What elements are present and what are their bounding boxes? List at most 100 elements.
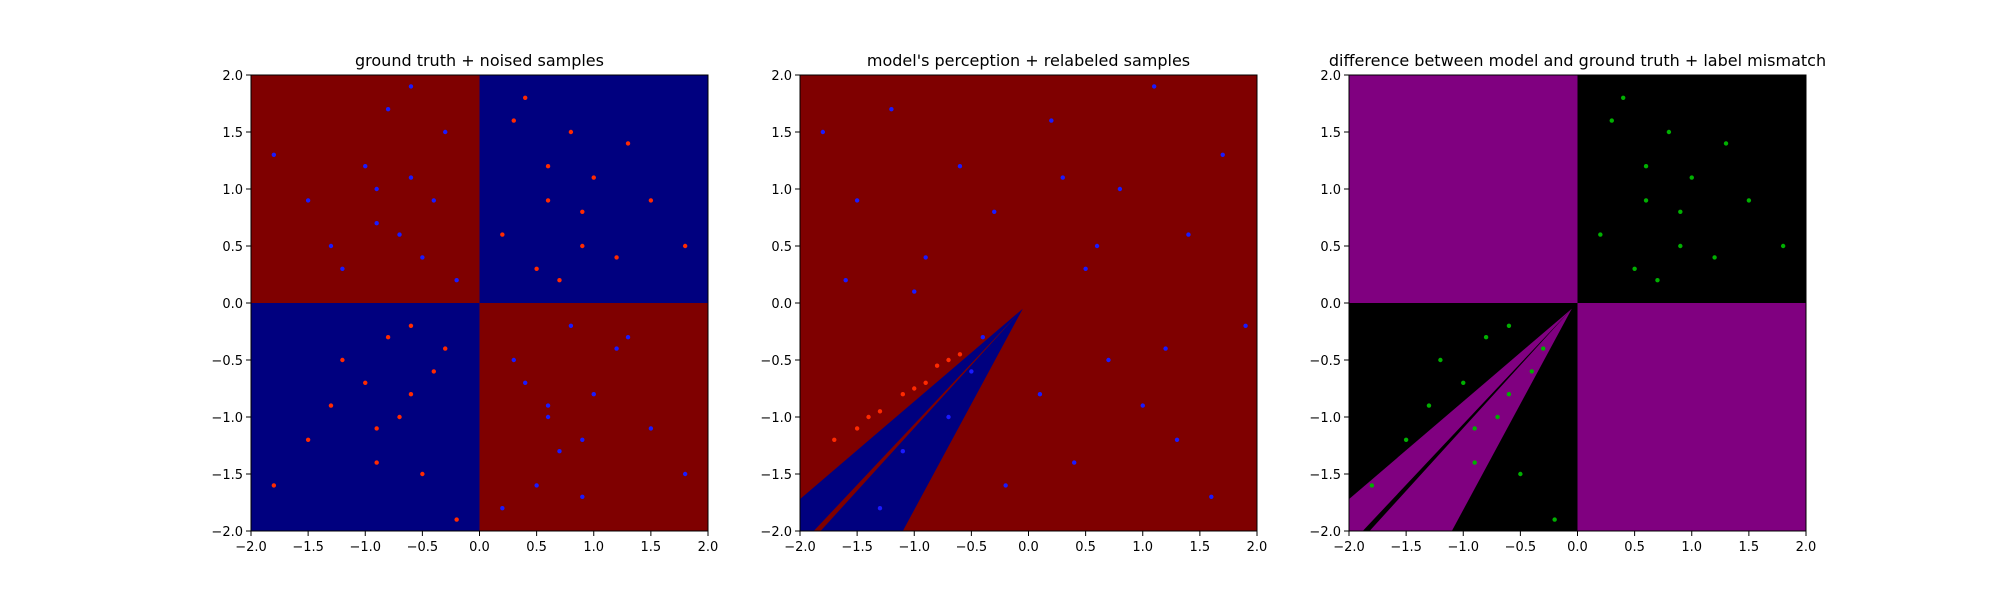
point (614, 346, 619, 351)
point (328, 403, 334, 408)
point (580, 437, 585, 442)
y-tick-label: −1.0 (1309, 411, 1341, 426)
point (1689, 175, 1694, 180)
region (1577, 303, 1806, 531)
x-tick-label: 2.0 (1247, 540, 1268, 555)
point (866, 414, 871, 420)
point (1472, 460, 1477, 465)
point (889, 107, 894, 112)
chart-title: difference between model and ground trut… (1329, 51, 1826, 70)
y-tick-label: 1.5 (771, 126, 792, 141)
point (523, 380, 528, 385)
point (1243, 323, 1248, 328)
point (511, 118, 516, 123)
point (545, 414, 551, 420)
point (340, 357, 345, 363)
point (545, 403, 551, 408)
point (431, 369, 436, 374)
x-tick-label: −1.5 (292, 540, 324, 555)
point (1483, 335, 1489, 340)
x-tick-label: 1.0 (1681, 540, 1702, 555)
y-tick-label: 2.0 (222, 69, 243, 84)
point (454, 278, 459, 283)
point (580, 494, 585, 499)
point (1506, 392, 1512, 397)
point (1529, 369, 1535, 374)
point (374, 221, 379, 226)
point (271, 483, 277, 488)
point (854, 198, 860, 203)
point (946, 414, 951, 420)
y-tick-label: −2.0 (760, 525, 792, 540)
subplot: −2.0 −1.5 −1.0 −0.5 0.0 0.5 1.0 1.5 2.0 −2.0 −1.5 −… (211, 51, 718, 555)
point (614, 255, 619, 260)
plot-area (1349, 75, 1806, 531)
y-tick-label: 0.0 (771, 297, 792, 312)
x-tick-label: −1.0 (349, 540, 381, 555)
y-tick-label: −1.5 (211, 468, 243, 483)
x-tick-label: −1.5 (1390, 540, 1422, 555)
point (374, 426, 379, 431)
point (1209, 494, 1214, 499)
point (568, 323, 574, 328)
region (813, 308, 1023, 531)
point (534, 483, 539, 488)
y-tick-label: 1.5 (1320, 126, 1341, 141)
point (992, 209, 997, 214)
point (1723, 141, 1729, 146)
point (1003, 483, 1008, 488)
x-tick-label: −0.5 (1505, 540, 1537, 555)
point (1438, 357, 1443, 363)
point (1598, 232, 1603, 237)
point (1403, 437, 1409, 442)
point (1678, 209, 1683, 214)
y-tick-label: 0.5 (771, 240, 792, 255)
point (363, 164, 368, 169)
region (1362, 308, 1572, 531)
y-tick-label: −2.0 (1309, 525, 1341, 540)
point (557, 449, 562, 454)
y-tick-label: 1.0 (771, 183, 792, 198)
point (1552, 517, 1557, 522)
point (1049, 118, 1054, 123)
point (545, 164, 551, 169)
point (363, 380, 368, 385)
point (397, 232, 402, 237)
point (271, 152, 277, 157)
point (500, 232, 505, 237)
point (305, 198, 311, 203)
point (1163, 346, 1168, 351)
y-tick-label: 0.5 (1320, 240, 1341, 255)
plot-area (800, 75, 1257, 531)
point (1746, 198, 1752, 203)
point (1666, 129, 1672, 135)
point (1094, 243, 1100, 249)
x-tick-label: 2.0 (698, 540, 719, 555)
point (1220, 152, 1225, 157)
y-tick-label: −1.0 (211, 411, 243, 426)
region (800, 308, 1023, 531)
point (900, 449, 906, 454)
y-tick-label: 0.0 (222, 297, 243, 312)
point (923, 255, 928, 260)
point (832, 437, 837, 442)
point (328, 243, 334, 249)
chart-title: ground truth + noised samples (355, 51, 604, 70)
point (534, 266, 539, 271)
x-tick-label: 2.0 (1796, 540, 1817, 555)
x-tick-label: 0.0 (1567, 540, 1588, 555)
point (1174, 437, 1180, 442)
point (682, 243, 688, 249)
y-tick-label: −1.0 (760, 411, 792, 426)
x-tick-label: 1.5 (641, 540, 662, 555)
point (1495, 414, 1500, 420)
point (912, 386, 917, 391)
point (454, 517, 459, 522)
x-tick-label: 0.5 (1624, 540, 1645, 555)
point (1518, 471, 1523, 477)
x-tick-label: 1.0 (1132, 540, 1153, 555)
point (1060, 175, 1065, 180)
point (1712, 255, 1717, 260)
point (957, 352, 963, 357)
